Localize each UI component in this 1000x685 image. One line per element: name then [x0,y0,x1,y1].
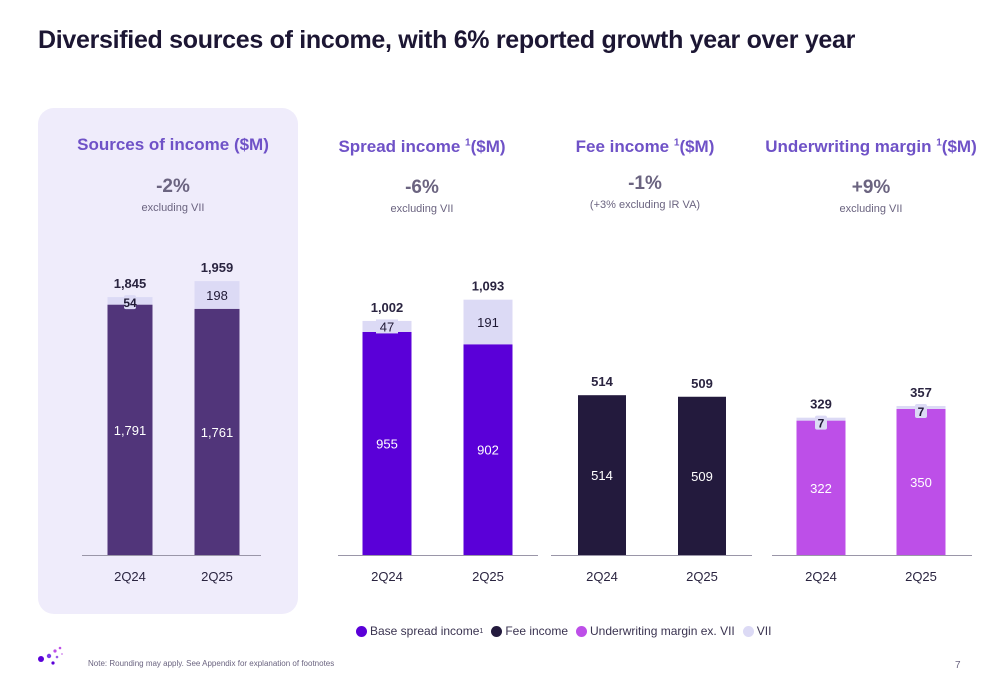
legend-swatch [576,625,588,637]
data-label-bg [124,295,136,310]
legend-swatch [742,625,754,637]
x-tick-label: 2Q25 [201,569,233,584]
growth-fee: -1% [628,173,662,194]
data-label: 7 [818,417,825,431]
page-number: 7 [955,660,961,671]
bar-segment [194,281,240,309]
sources-highlight-panel [38,108,298,614]
total-label: 1,002 [371,300,404,315]
bar-segment [463,344,513,555]
data-label-bg [376,319,398,334]
x-tick-label: 2Q25 [905,569,937,584]
data-label: 902 [477,443,499,458]
data-label: 514 [591,468,613,483]
bar-segment [578,395,626,555]
x-tick-label: 2Q25 [686,569,718,584]
panel-title-sources: Sources of income ($M) [77,135,269,154]
data-label: 191 [477,315,499,330]
bar-segment [463,299,513,345]
subnote-sources: excluding VII [141,202,205,214]
company-logo-icon [38,646,63,665]
bar-segment [107,304,153,555]
legend-label: Underwriting margin ex. VII [590,624,735,638]
data-label: 198 [206,288,228,303]
legend-item-fee: Fee income [491,624,568,638]
data-label: 350 [910,475,932,490]
legend-label: Fee income [505,624,569,638]
bar-segment [678,396,726,555]
total-label: 1,959 [201,260,234,275]
subnote-fee: (+3% excluding IR VA) [589,199,701,211]
legend-item-vii: VII [742,624,772,638]
subnote-spread: excluding VII [390,203,454,215]
bar-segment [194,308,240,555]
data-label: 509 [691,469,713,484]
footnote-text: Note: Rounding may apply. See Appendix f… [88,659,335,668]
data-label: 1,761 [201,425,234,440]
data-label: 1,791 [114,423,147,438]
subnote-underwriting: excluding VII [839,203,903,215]
x-tick-label: 2Q24 [371,569,403,584]
page-title: Diversified sources of income, with 6% r… [38,26,856,54]
data-label: 7 [918,405,925,419]
data-label: 54 [123,296,137,310]
legend-swatch [491,625,503,637]
panel-title-fee: Fee income 1($M) [575,137,715,156]
growth-sources: -2% [156,176,190,197]
legend-item-base-spread: Base spread income 1 [356,624,483,638]
data-label: 955 [376,436,398,451]
total-label: 509 [691,376,713,391]
data-label-bg [915,403,927,418]
bar-segment [362,331,412,555]
panel-title-spread: Spread income 1($M) [338,137,506,156]
total-label: 1,093 [472,279,505,294]
panel-title-underwriting: Underwriting margin 1($M) [765,137,977,156]
x-tick-label: 2Q25 [472,569,504,584]
x-tick-label: 2Q24 [114,569,146,584]
growth-underwriting: +9% [851,177,891,198]
chart-legend: Base spread income 1 Fee income Underwrit… [356,624,779,638]
data-label: 322 [810,481,832,496]
x-tick-label: 2Q24 [805,569,837,584]
growth-spread: -6% [405,177,439,198]
legend-swatch [356,625,367,637]
total-label: 357 [910,385,932,400]
total-label: 329 [810,397,832,412]
legend-label: VII [756,624,772,638]
bar-segment [896,408,946,555]
data-label-bg [815,415,827,430]
x-tick-label: 2Q24 [586,569,618,584]
total-label: 1,845 [114,276,147,291]
legend-label: Base spread income [370,624,480,638]
total-label: 514 [591,374,613,389]
bar-segment [796,420,846,555]
legend-footnote: 1 [479,627,484,635]
data-label: 47 [380,319,394,334]
legend-item-underwriting: Underwriting margin ex. VII [576,624,735,638]
